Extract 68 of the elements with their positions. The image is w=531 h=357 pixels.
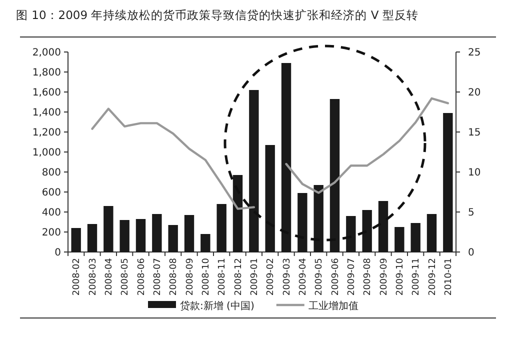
y-tick-label: 1,800 — [32, 68, 61, 78]
bar — [314, 185, 324, 252]
y2-tick-label: 15 — [468, 128, 481, 138]
x-tick-label: 2008-09 — [185, 258, 196, 296]
legend-label: 贷款:新增 (中国) — [180, 300, 254, 312]
x-tick-label: 2008-10 — [201, 258, 212, 296]
bar — [346, 216, 356, 252]
bar — [298, 193, 308, 252]
x-tick-label: 2009-01 — [250, 258, 260, 296]
bar — [330, 99, 340, 252]
bar — [71, 228, 81, 252]
x-tick-label: 2009-07 — [346, 258, 357, 296]
bar — [87, 224, 98, 252]
bar — [152, 214, 162, 252]
x-tick-label: 2008-03 — [88, 258, 98, 296]
x-tick-label: 2009-12 — [428, 258, 438, 296]
y-tick-label: 800 — [42, 168, 61, 178]
y-tick-label: 1,200 — [32, 128, 61, 138]
x-tick-label: 2008-08 — [169, 258, 180, 296]
bar — [184, 215, 194, 252]
chart-title: 图 10：2009 年持续放松的货币政策导致信贷的快速扩张和经济的 V 型反转 — [16, 8, 418, 22]
bar — [378, 201, 388, 252]
x-tick-label: 2008-05 — [120, 258, 131, 296]
bar — [443, 113, 453, 252]
bar — [104, 206, 114, 252]
y2-tick-label: 10 — [468, 168, 481, 178]
y-tick-label: 1,000 — [32, 148, 61, 158]
x-tick-label: 2008-11 — [218, 258, 228, 296]
y-tick-label: 2,000 — [32, 48, 61, 58]
x-tick-label: 2009-08 — [363, 258, 374, 296]
x-tick-label: 2008-02 — [72, 258, 82, 296]
bar — [168, 225, 178, 252]
x-tick-label: 2009-03 — [282, 258, 292, 296]
bar — [200, 234, 210, 252]
y-tick-label: 0 — [54, 248, 61, 258]
x-tick-label: 2009-04 — [298, 258, 308, 296]
bar — [249, 90, 259, 252]
x-tick-label: 2009-09 — [379, 258, 390, 296]
x-tick-label: 2009-10 — [395, 258, 406, 296]
x-tick-label: 2009-06 — [330, 258, 341, 296]
bar — [216, 204, 226, 252]
y2-tick-label: 0 — [468, 248, 474, 258]
bar — [232, 175, 243, 252]
x-tick-label: 2008-07 — [152, 258, 163, 296]
x-tick-label: 2008-04 — [104, 258, 114, 296]
x-tick-label: 2009-02 — [266, 258, 276, 296]
legend-label: 工业增加值 — [308, 300, 358, 312]
y-tick-label: 200 — [42, 228, 61, 238]
bar — [394, 227, 404, 252]
x-tick-label: 2008-06 — [136, 258, 147, 296]
bar — [426, 214, 437, 252]
x-tick-label: 2010-01 — [444, 258, 454, 296]
bar — [265, 145, 275, 252]
bar — [410, 223, 420, 252]
x-tick-label: 2009-11 — [412, 258, 422, 296]
y2-tick-label: 20 — [468, 88, 481, 98]
bar — [120, 220, 130, 252]
y-tick-label: 600 — [42, 188, 61, 198]
x-tick-label: 2009-05 — [314, 258, 325, 296]
bar — [362, 210, 372, 252]
y2-tick-label: 5 — [468, 208, 474, 218]
bar — [281, 63, 292, 252]
y-tick-label: 1,600 — [32, 88, 61, 98]
y-tick-label: 400 — [42, 208, 61, 218]
y-tick-label: 1,400 — [32, 108, 61, 118]
x-tick-label: 2008-12 — [234, 258, 244, 296]
bar — [136, 219, 146, 252]
y2-tick-label: 25 — [468, 48, 481, 58]
